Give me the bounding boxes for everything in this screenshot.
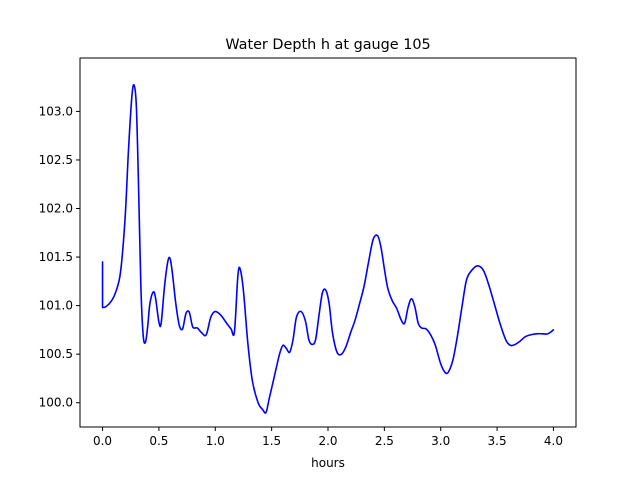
x-tick-label: 4.0 — [544, 434, 563, 448]
chart-title: Water Depth h at gauge 105 — [225, 37, 430, 53]
y-tick-label: 100.0 — [39, 396, 73, 410]
y-tick-label: 100.5 — [39, 347, 73, 361]
y-tick-label: 101.5 — [39, 250, 73, 264]
y-axis-ticks: 100.0 100.5 101.0 101.5 102.0 102.5 103.0 — [39, 104, 80, 410]
x-tick-label: 2.5 — [375, 434, 394, 448]
x-tick-label: 3.0 — [431, 434, 450, 448]
y-tick-label: 102.5 — [39, 153, 73, 167]
x-tick-label: 2.0 — [318, 434, 337, 448]
series-line — [101, 83, 555, 414]
y-tick-label: 101.0 — [39, 299, 73, 313]
x-tick-label: 1.5 — [262, 434, 281, 448]
x-tick-label: 0.0 — [93, 434, 112, 448]
plot-area-frame — [79, 57, 577, 428]
x-axis-label: hours — [311, 456, 345, 470]
y-tick-label: 102.0 — [39, 202, 73, 216]
x-axis-ticks: 0.0 0.5 1.0 1.5 2.0 2.5 3.0 3.5 4.0 — [93, 427, 563, 448]
x-tick-label: 3.5 — [488, 434, 507, 448]
y-tick-label: 103.0 — [39, 104, 73, 118]
x-tick-label: 0.5 — [149, 434, 168, 448]
x-tick-label: 1.0 — [206, 434, 225, 448]
